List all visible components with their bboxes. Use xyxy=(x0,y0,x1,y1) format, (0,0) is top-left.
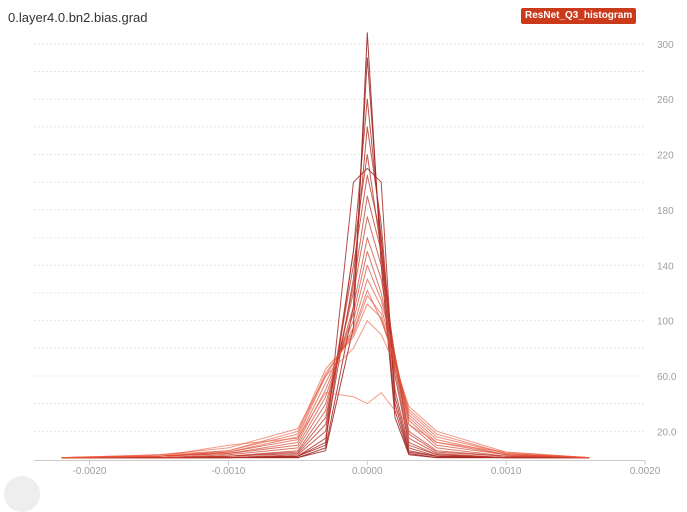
x-axis-ticks: -0.0020 -0.0010 0.0000 0.0010 0.0020 xyxy=(73,460,661,477)
x-tick-label: 0.0000 xyxy=(352,466,383,477)
y-tick-label: 260 xyxy=(657,95,674,106)
histogram-series xyxy=(61,32,590,459)
y-tick-label: 60.0 xyxy=(657,372,677,383)
histogram-chart: 20.0 60.0 100 140 180 220 260 300 -0.0020 -0.001… xyxy=(34,32,677,477)
y-tick-label: 140 xyxy=(657,261,674,272)
x-tick-label: 0.0020 xyxy=(630,466,661,477)
histogram-series-line xyxy=(61,237,590,459)
y-tick-label: 100 xyxy=(657,317,674,328)
x-tick-label: -0.0010 xyxy=(211,466,245,477)
histogram-series-line xyxy=(61,126,590,459)
x-tick-label: -0.0020 xyxy=(73,466,107,477)
grid-lines xyxy=(34,43,645,432)
histogram-series-line xyxy=(61,289,590,459)
histogram-series-line xyxy=(61,167,590,459)
y-tick-label: 220 xyxy=(657,151,674,162)
histogram-series-line xyxy=(61,320,590,459)
y-axis-ticks: 20.0 60.0 100 140 180 220 260 300 xyxy=(657,40,677,438)
run-badge[interactable]: ResNet_Q3_histogram xyxy=(521,8,637,24)
histogram-series-line xyxy=(61,303,590,459)
histogram-series-line xyxy=(61,392,590,459)
y-tick-label: 180 xyxy=(657,206,674,217)
histogram-series-line xyxy=(61,216,590,459)
chart-title: 0.layer4.0.bn2.bias.grad xyxy=(8,10,148,25)
histogram-series-line xyxy=(61,195,590,459)
histogram-series-line xyxy=(61,264,590,459)
histogram-series-line xyxy=(61,250,590,459)
histogram-series-line xyxy=(61,154,590,459)
histogram-series-line xyxy=(61,32,590,459)
y-tick-label: 20.0 xyxy=(657,427,677,438)
y-tick-label: 300 xyxy=(657,40,674,51)
x-tick-label: 0.0010 xyxy=(491,466,522,477)
expand-card-button[interactable] xyxy=(4,476,40,512)
